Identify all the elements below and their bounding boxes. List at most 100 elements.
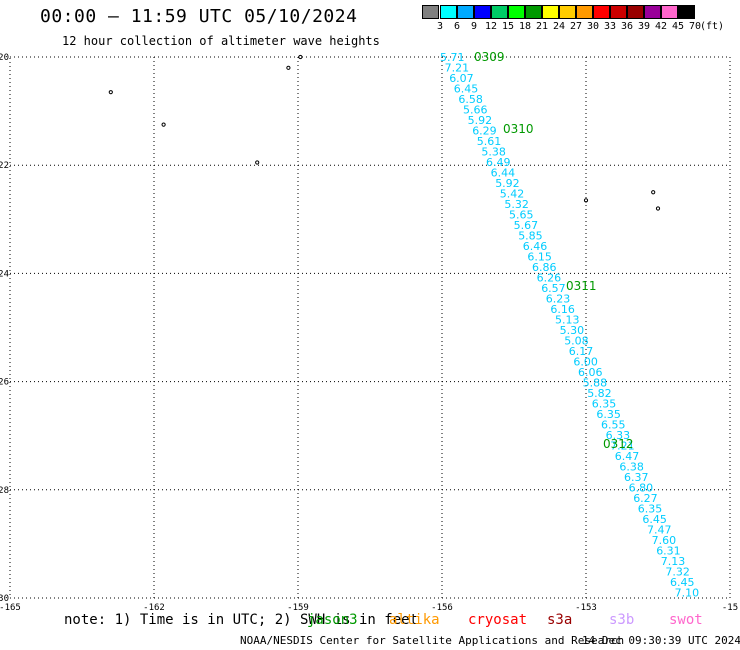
lat-label: -26: [0, 378, 9, 388]
scale-swatch: [491, 5, 508, 19]
scale-swatch: [678, 5, 695, 19]
track-value-label: 5.88: [583, 377, 608, 390]
scale-label: 27: [569, 21, 583, 32]
scale-label: 33: [603, 21, 617, 32]
island-marker: [108, 90, 113, 95]
island-marker: [583, 198, 589, 203]
scale-label: 42: [654, 21, 668, 32]
lon-label: -15: [722, 603, 738, 613]
lat-label: -24: [0, 269, 9, 279]
scale-label: 36: [620, 21, 634, 32]
satellite-altika: altika: [389, 612, 440, 628]
generated-timestamp: 14 Dec 09:30:39 UTC 2024: [582, 634, 740, 647]
track-value-label: 5.66: [463, 104, 488, 117]
scale-label: 45: [671, 21, 685, 32]
track-value-label: 6.58: [458, 93, 483, 106]
island-marker: [161, 122, 166, 127]
track-value-label: 5.13: [555, 314, 580, 327]
track-value-label: 6.31: [656, 545, 681, 558]
track-value-label: 5.92: [468, 114, 493, 127]
scale-label: 6: [453, 21, 461, 32]
scale-swatch: [593, 5, 610, 19]
track-value-label: 6.29: [472, 125, 497, 138]
track-value-label: 5.08: [564, 335, 589, 348]
satellite-s3a: s3a: [547, 612, 573, 628]
scale-label: 39: [637, 21, 651, 32]
satellite-jason3: jason3: [307, 612, 358, 628]
track-value-label: 6.26: [537, 272, 562, 285]
lat-label: -22: [0, 161, 9, 171]
track-value-label: 6.33: [606, 429, 631, 442]
track-value-label: 7.21: [445, 62, 470, 75]
satellite-s3b: s3b: [609, 612, 635, 628]
lon-label: -156: [431, 603, 453, 613]
lon-label: -159: [287, 603, 309, 613]
scale-label: 18: [518, 21, 532, 32]
track-value-label: 5.32: [504, 198, 529, 211]
scale-swatch: [474, 5, 491, 19]
track-value-label: 6.38: [619, 461, 644, 474]
satellite-swot: swot: [669, 612, 703, 628]
track-value-label: 6.55: [601, 419, 626, 432]
track-value-label: 5.67: [514, 219, 539, 232]
page-title: 00:00 – 11:59 UTC 05/10/2024: [40, 6, 358, 27]
lat-label: -20: [0, 53, 9, 63]
track-value-label: 7.47: [647, 524, 672, 537]
track-value-label: 6.86: [532, 261, 557, 274]
scale-swatch: [644, 5, 661, 19]
lon-label: -162: [143, 603, 165, 613]
track-value-label: 6.44: [491, 167, 515, 180]
track-value-label: 6.49: [486, 156, 511, 169]
island-marker: [651, 190, 656, 195]
scale-swatch: [559, 5, 576, 19]
track-value-label: 6.45: [642, 513, 667, 526]
track-value-label: 6.06: [578, 366, 603, 379]
track-value-label: 7.13: [661, 555, 686, 568]
scale-swatch: [508, 5, 525, 19]
track-value-label: 6.37: [624, 471, 649, 484]
scale-unit: (ft): [700, 21, 725, 32]
track-value-label: 6.16: [550, 303, 575, 316]
scale-swatch: [610, 5, 627, 19]
lat-label: -30: [0, 594, 9, 604]
scale-label: 9: [470, 21, 478, 32]
scale-label: 3: [436, 21, 444, 32]
track-value-label: 5.85: [518, 230, 543, 243]
island-marker: [298, 54, 303, 60]
page-subtitle: 12 hour collection of altimeter wave hei…: [62, 34, 380, 48]
island-marker: [286, 65, 291, 70]
track-value-label: 6.35: [596, 408, 621, 421]
scale-swatch: [457, 5, 474, 19]
map-frame: [9, 56, 731, 599]
scale-label: 15: [501, 21, 515, 32]
island-marker: [255, 160, 260, 165]
scale-swatch: [422, 5, 439, 19]
track-value-label: 6.07: [449, 72, 474, 85]
scale-swatch: [440, 5, 457, 19]
track-value-label: 6.80: [629, 482, 654, 495]
scale-label: 12: [484, 21, 498, 32]
track-value-label: 6.00: [573, 356, 598, 369]
scale-swatch: [525, 5, 542, 19]
track-value-label: 5.92: [495, 177, 520, 190]
track-value-label: 6.45: [454, 83, 479, 96]
track-value-label: 5.42: [500, 188, 525, 201]
track-value-label: 6.27: [633, 492, 658, 505]
lat-label: -28: [0, 486, 9, 496]
scale-swatch: [542, 5, 559, 19]
track-value-label: 5.82: [587, 387, 612, 400]
track-value-label: 6.46: [523, 240, 548, 253]
scale-label: 21: [535, 21, 549, 32]
track-value-label: 6.23: [546, 293, 571, 306]
note-text: note: 1) Time is in UTC; 2) SWH is in fe…: [64, 612, 419, 628]
track-time-label: 0309: [474, 50, 505, 64]
track-value-label: 6.35: [638, 503, 663, 516]
lon-label: -165: [0, 603, 21, 613]
scale-label: 24: [552, 21, 566, 32]
track-value-label: 7.10: [675, 587, 700, 600]
credit-text: NOAA/NESDIS Center for Satellite Applica…: [240, 634, 625, 647]
island-marker: [655, 206, 661, 211]
track-value-label: 6.47: [615, 450, 640, 463]
lon-label: -153: [575, 603, 597, 613]
